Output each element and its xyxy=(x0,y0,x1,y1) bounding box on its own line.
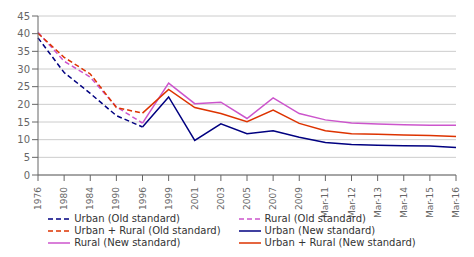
svg-text:10: 10 xyxy=(17,134,30,145)
svg-text:Mar-16: Mar-16 xyxy=(451,187,461,218)
html-text:Urban + Rural (New standard): Urban + Rural (New standard) xyxy=(264,237,416,248)
html-text:Rural (New standard): Rural (New standard) xyxy=(74,237,181,248)
svg-text:35: 35 xyxy=(17,46,30,57)
svg-text:Mar-12: Mar-12 xyxy=(347,187,357,218)
svg-text:40: 40 xyxy=(17,28,30,39)
html-text:Urban + Rural (Old standard): Urban + Rural (Old standard) xyxy=(74,225,221,236)
svg-text:1976: 1976 xyxy=(33,187,43,210)
svg-text:2001: 2001 xyxy=(190,187,200,210)
html-text:Urban (Old standard): Urban (Old standard) xyxy=(74,213,180,224)
svg-text:1984: 1984 xyxy=(85,187,95,210)
svg-text:45: 45 xyxy=(17,11,30,22)
svg-text:1980: 1980 xyxy=(59,187,69,210)
svg-text:1990: 1990 xyxy=(111,187,121,210)
svg-text:1999: 1999 xyxy=(164,187,174,210)
svg-text:25: 25 xyxy=(17,81,30,92)
svg-text:Mar-13: Mar-13 xyxy=(373,187,383,218)
svg-text:Mar-15: Mar-15 xyxy=(425,187,435,218)
svg-text:2009: 2009 xyxy=(294,187,304,210)
html-text:Urban (New standard): Urban (New standard) xyxy=(264,225,376,236)
svg-text:15: 15 xyxy=(17,117,30,128)
svg-text:Mar-14: Mar-14 xyxy=(399,187,409,218)
svg-text:30: 30 xyxy=(17,64,30,75)
html-text:Rural (Old standard): Rural (Old standard) xyxy=(264,213,366,224)
svg-text:2007: 2007 xyxy=(268,187,278,210)
svg-text:0: 0 xyxy=(24,170,30,181)
svg-text:1996: 1996 xyxy=(138,187,148,210)
svg-text:20: 20 xyxy=(17,99,30,110)
svg-text:2003: 2003 xyxy=(216,187,226,210)
svg-text:2005: 2005 xyxy=(242,187,252,210)
svg-text:5: 5 xyxy=(24,152,30,163)
svg-text:Mar-11: Mar-11 xyxy=(320,187,330,218)
